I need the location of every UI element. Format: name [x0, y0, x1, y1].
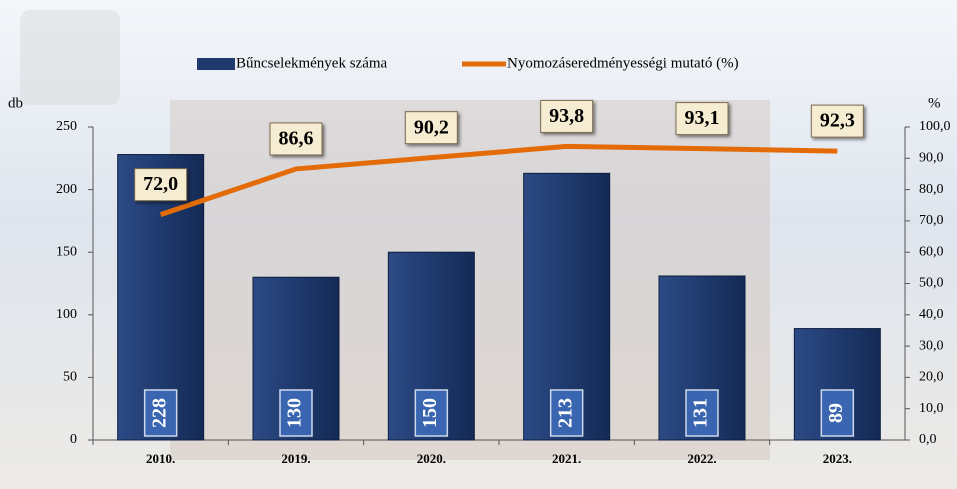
line-value-label: 92,3 [820, 110, 855, 132]
line-label-box [540, 99, 594, 133]
y-tick-label: 0 [70, 432, 77, 447]
legend-label: Bűncselekmények száma [236, 55, 388, 71]
line-label-box [404, 111, 458, 145]
x-tick-label: 2022. [687, 451, 716, 466]
bar-label-box [685, 389, 719, 437]
x-tick-label: 2023. [823, 451, 852, 466]
bar-value-label: 213 [554, 398, 576, 428]
line-value-label: 93,8 [549, 105, 584, 127]
y2-tick-label: 20,0 [919, 370, 944, 385]
bar [523, 172, 611, 441]
bar-value-label: 150 [419, 398, 441, 428]
bar-value-label: 228 [148, 398, 170, 428]
y2-tick-label: 60,0 [919, 244, 944, 259]
bar-value-label: 130 [284, 398, 306, 428]
y-tick-label: 50 [63, 370, 77, 385]
line-label-box [134, 168, 188, 202]
y2-tick-label: 0,0 [919, 432, 937, 447]
bar-label-box [279, 389, 313, 437]
bar-value-label: 89 [825, 403, 847, 423]
y2-axis-title: % [928, 95, 941, 111]
line [159, 143, 838, 218]
y2-tick-label: 80,0 [919, 182, 944, 197]
legend-swatch [197, 58, 235, 70]
bar-label-box [820, 389, 855, 437]
bar-label-box [414, 389, 449, 437]
y2-tick-label: 90,0 [919, 151, 944, 166]
y-tick-label: 250 [56, 119, 77, 134]
logo-backdrop [20, 10, 120, 105]
bar-label-box [143, 389, 178, 437]
y-tick-label: 100 [56, 307, 77, 322]
line-value-label: 86,6 [279, 128, 314, 150]
x-tick-label: 2019. [281, 451, 310, 466]
y-tick-label: 150 [56, 244, 77, 259]
bar-label-box [549, 389, 584, 437]
y-tick-label: 200 [56, 182, 77, 197]
line-value-label: 90,2 [414, 116, 449, 138]
y2-tick-label: 40,0 [919, 307, 944, 322]
y2-tick-label: 70,0 [919, 213, 944, 228]
line-label-box [810, 104, 864, 138]
line-label-box [675, 102, 729, 136]
x-tick-label: 2020. [417, 451, 446, 466]
x-tick-label: 2010. [146, 451, 175, 466]
bar-value-label: 131 [690, 398, 712, 428]
y-axis-title: db [8, 95, 23, 111]
line-value-label: 93,1 [685, 107, 720, 129]
legend-label: Nyomozáseredményességi mutató (%) [507, 55, 739, 71]
y2-tick-label: 10,0 [919, 401, 944, 416]
x-tick-label: 2021. [552, 451, 581, 466]
line-value-label: 72,0 [143, 173, 178, 195]
line-label-box [269, 122, 323, 156]
y2-tick-label: 30,0 [919, 338, 944, 353]
y2-tick-label: 100,0 [919, 119, 951, 134]
y2-tick-label: 50,0 [919, 276, 944, 291]
